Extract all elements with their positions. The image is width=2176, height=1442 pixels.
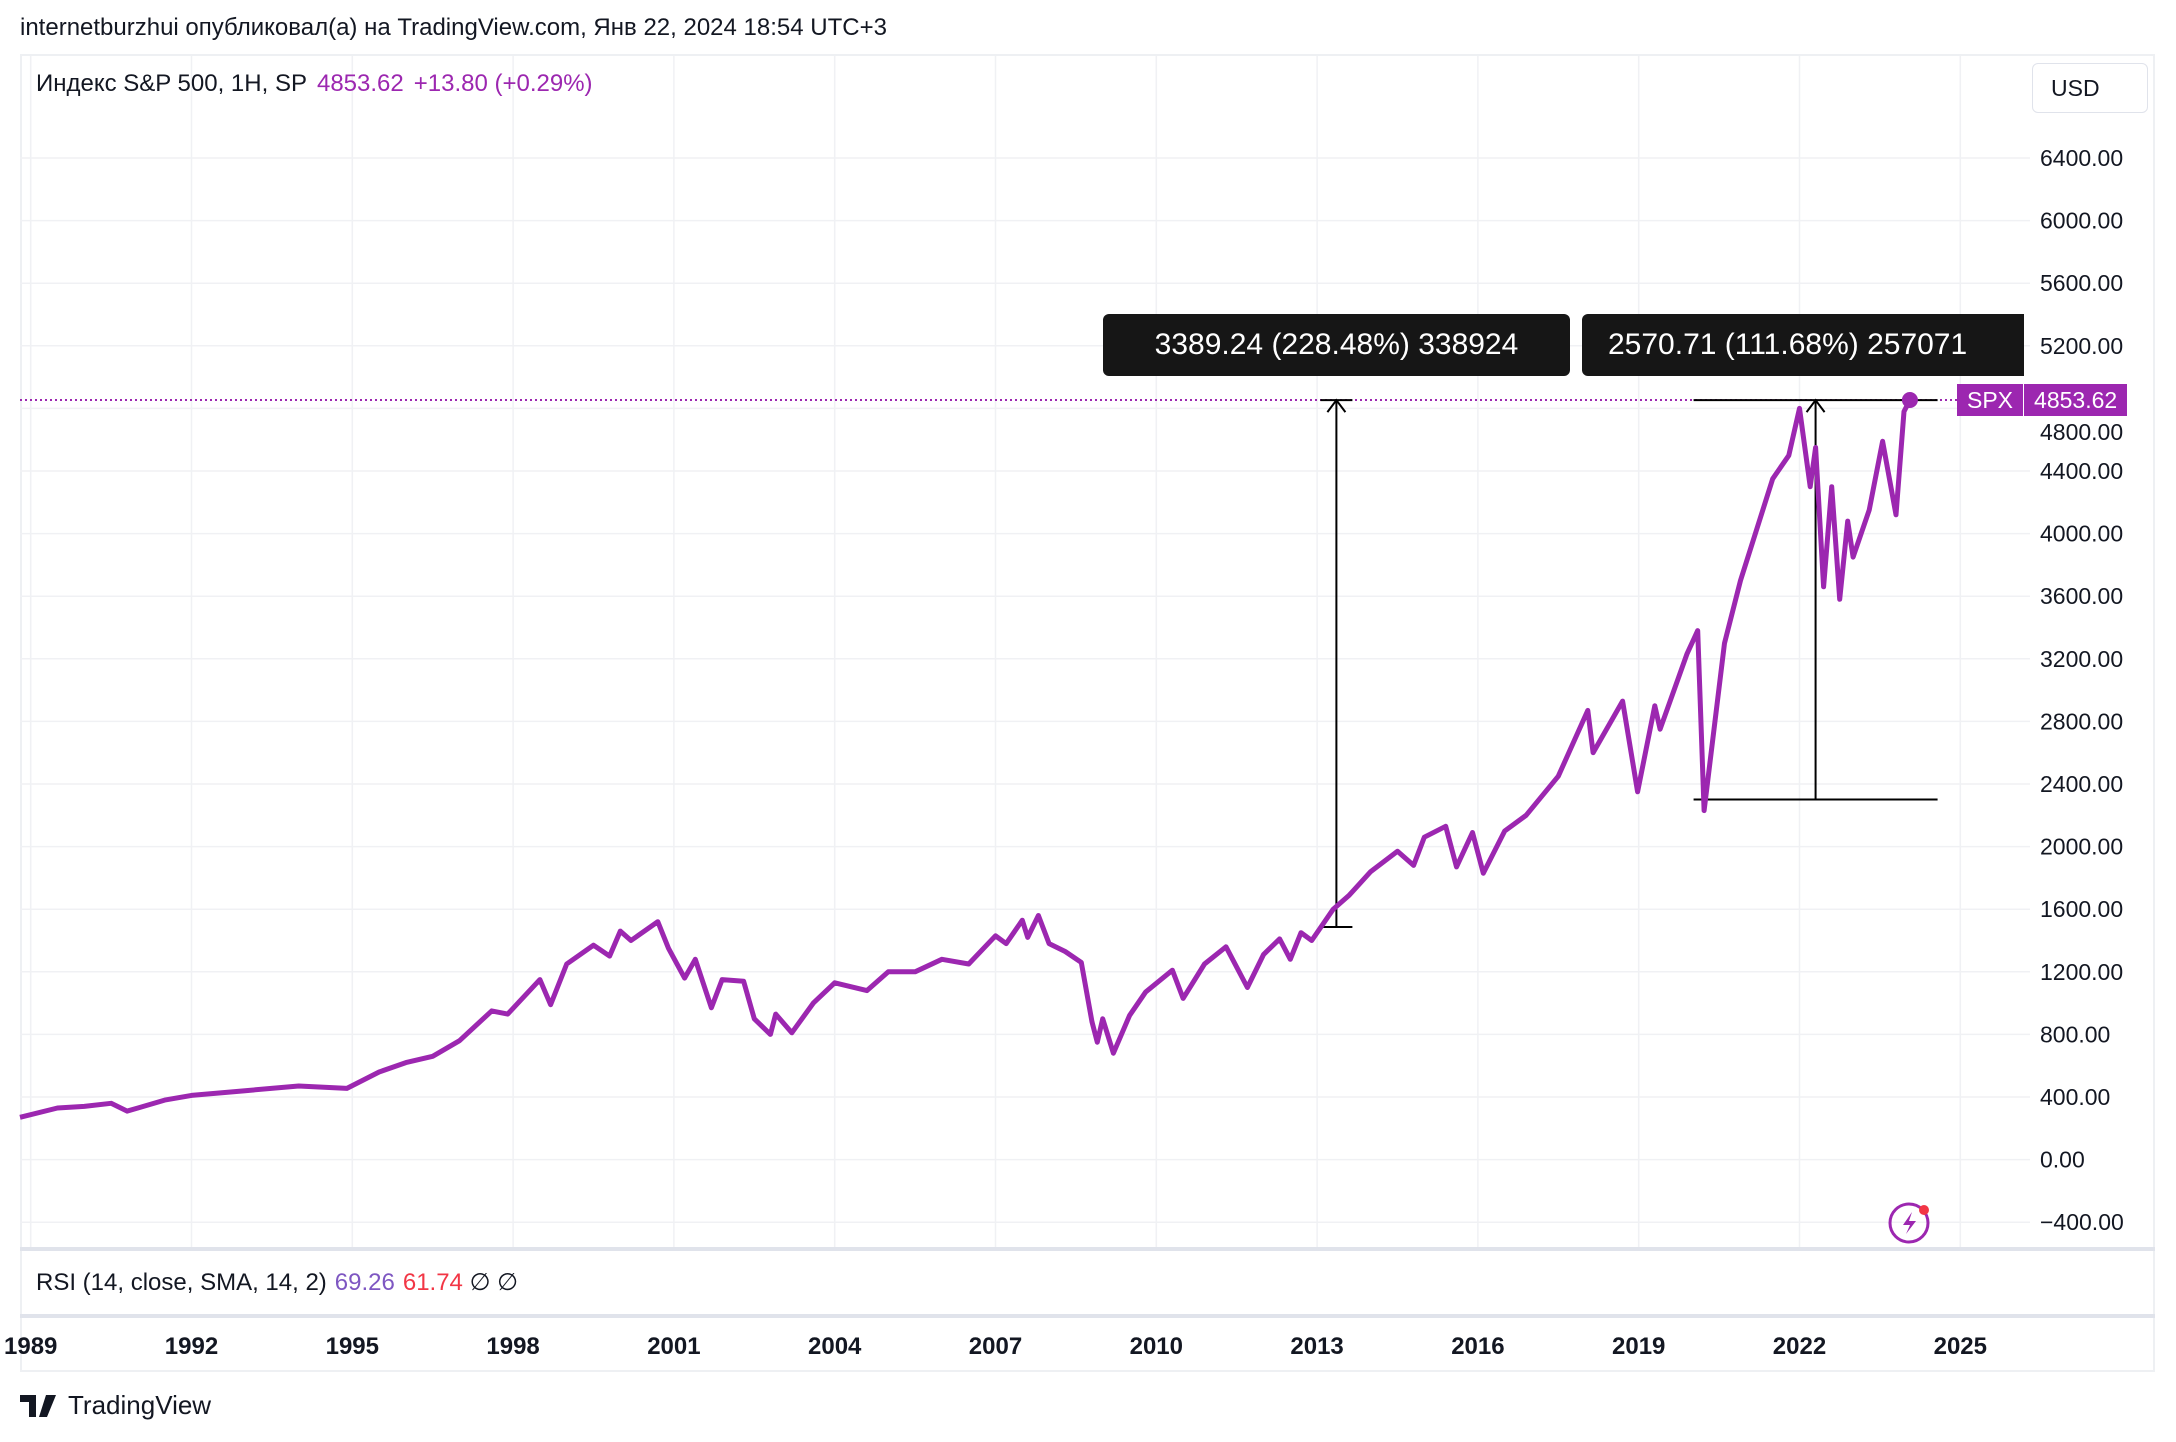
arrow-up-icon	[1805, 398, 1826, 413]
rsi-na-2: ∅	[497, 1269, 519, 1296]
price-tick-label: 1600.00	[2040, 896, 2123, 922]
price-tick-label: 800.00	[2040, 1021, 2110, 1047]
last-price-dot	[1901, 392, 1918, 409]
price-tick-label: 0.00	[2040, 1147, 2085, 1173]
price-tick-label: 4800.00	[2040, 419, 2123, 445]
publish-header: internetburzhui опубликовал(а) на Tradin…	[20, 14, 887, 41]
price-tick-label: 5600.00	[2040, 270, 2123, 296]
tradingview-logo-icon	[20, 1394, 56, 1417]
price-tick-label: 2400.00	[2040, 771, 2123, 797]
time-tick-label: 1992	[165, 1333, 218, 1360]
time-tick-label: 2013	[1290, 1333, 1343, 1360]
price-tick-label: 400.00	[2040, 1084, 2110, 1110]
grid	[20, 56, 2030, 1249]
price-axis: 6400.00 6000.00 5600.00 5200.00 4800.00 4400.…	[2040, 145, 2124, 1235]
rsi-na-1: ∅	[469, 1269, 491, 1296]
time-tick-label: 1989	[4, 1333, 57, 1360]
price-tick-label: −400.00	[2040, 1209, 2124, 1235]
price-change: +13.80 (+0.29%)	[413, 70, 593, 97]
time-tick-label: 2022	[1773, 1333, 1826, 1360]
tradingview-logo[interactable]: TradingView	[20, 1390, 211, 1421]
price-tag: 4853.62	[2023, 384, 2128, 416]
measure-tools	[1320, 398, 1938, 929]
time-axis: 1989 1992 1995 1998 2001 2004 2007 2010 2013 2016…	[4, 1333, 1987, 1360]
rsi-value: 69.26	[334, 1269, 395, 1296]
price-tick-label: 3600.00	[2040, 583, 2123, 609]
price-tick-label: 5200.00	[2040, 333, 2123, 359]
spx-price-line	[19, 398, 1913, 1120]
price-tick-label: 1200.00	[2040, 959, 2123, 985]
time-tick-label: 2025	[1934, 1333, 1987, 1360]
price-axis-label: SPX 4853.62	[1957, 384, 2128, 416]
rsi-sma-value: 61.74	[402, 1269, 463, 1296]
measure-label-1: 3389.24 (228.48%) 338924	[1103, 314, 1570, 376]
rsi-legend[interactable]: RSI (14, close, SMA, 14, 2) 69.26 61.74 ∅ …	[36, 1268, 518, 1297]
price-tick-label: 2800.00	[2040, 708, 2123, 734]
price-tick-label: 3200.00	[2040, 646, 2123, 672]
price-tick-label: 4400.00	[2040, 458, 2123, 484]
last-price: 4853.62	[316, 70, 404, 97]
time-tick-label: 2010	[1130, 1333, 1183, 1360]
price-tick-label: 6000.00	[2040, 208, 2123, 234]
time-tick-label: 1998	[486, 1333, 539, 1360]
ticker-tag: SPX	[1957, 384, 2024, 416]
price-tick-label: 6400.00	[2040, 145, 2123, 171]
time-tick-label: 2019	[1612, 1333, 1665, 1360]
brand-name: TradingView	[68, 1390, 212, 1420]
arrow-up-icon	[1326, 398, 1347, 413]
price-tick-label: 2000.00	[2040, 834, 2123, 860]
time-tick-label: 2007	[969, 1333, 1022, 1360]
measure-label-2: 2570.71 (111.68%) 257071	[1582, 314, 2024, 376]
time-tick-label: 1995	[326, 1333, 379, 1360]
symbol-legend: Индекс S&P 500, 1H, SP 4853.62 +13.80 (+0.…	[36, 70, 593, 98]
time-tick-label: 2004	[808, 1333, 862, 1360]
symbol-name: Индекс S&P 500, 1H, SP	[36, 70, 307, 97]
lightning-icon	[1888, 1202, 1930, 1244]
chart-frame	[20, 54, 2155, 1372]
price-tick-label: 4000.00	[2040, 521, 2123, 547]
rsi-title: RSI (14, close, SMA, 14, 2)	[36, 1269, 327, 1296]
time-tick-label: 2001	[647, 1333, 700, 1360]
currency-button[interactable]: USD	[2032, 63, 2148, 113]
time-tick-label: 2016	[1451, 1333, 1504, 1360]
